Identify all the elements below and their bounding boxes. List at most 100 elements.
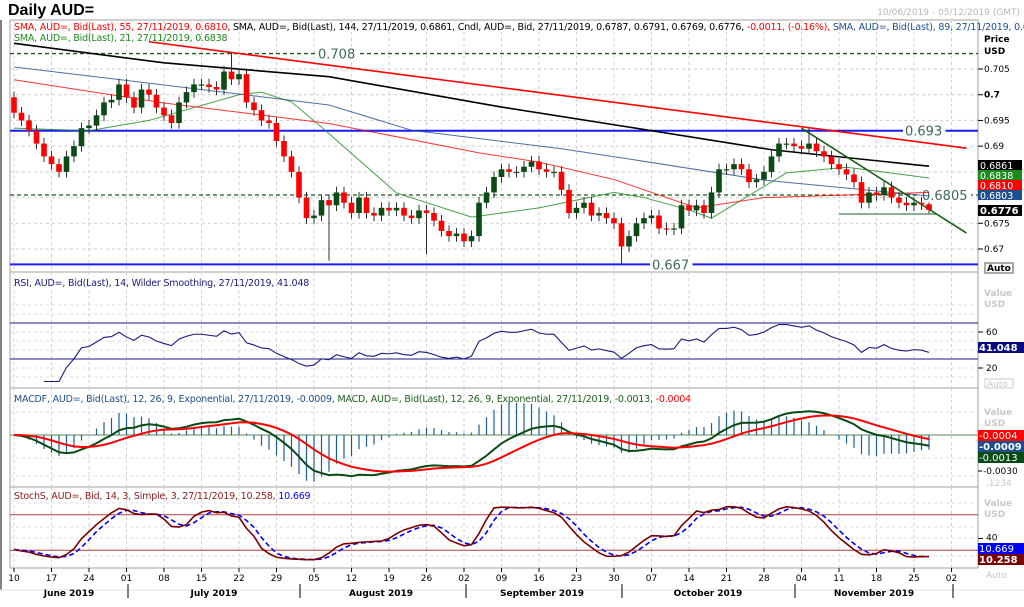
rsi-value-label: 41.048 <box>979 343 1018 354</box>
candle-body <box>56 164 62 172</box>
x-tick-label: 26 <box>421 574 433 584</box>
sma-value-label: 0.6810 <box>980 181 1013 192</box>
legend-macd-signal: -0.0004 <box>652 394 691 405</box>
auto-button[interactable] <box>984 262 1014 274</box>
candle-body <box>153 94 160 108</box>
month-label: September 2019 <box>500 589 584 599</box>
legend-macd: MACD, AUD=, Bid(Last), 12, 26, 9, Expone… <box>334 394 653 405</box>
macd-legend: MACDF, AUD=, Bid(Last), 12, 26, 9, Expon… <box>14 394 691 405</box>
candle-body <box>48 156 55 165</box>
x-tick-label: 25 <box>908 574 919 584</box>
x-tick-label: 11 <box>833 574 844 584</box>
x-tick-label: 24 <box>83 574 95 584</box>
candle-body <box>326 200 332 206</box>
candle-body <box>918 202 925 205</box>
x-tick-label: 14 <box>683 574 695 584</box>
candle-body <box>903 202 910 206</box>
legend-sma21: SMA, AUD=, Bid(Last), 21, 27/11/2019, 0.… <box>14 33 228 44</box>
candle-body <box>738 164 745 170</box>
candle-body <box>101 102 107 116</box>
candle-body <box>656 215 662 229</box>
macd-value-tag <box>978 430 1024 441</box>
rsi-tick-label: 60 <box>986 328 998 338</box>
macd-value-tag <box>978 452 1024 463</box>
candle-body <box>461 233 467 242</box>
candle-body <box>813 143 820 152</box>
candle-body <box>378 207 385 216</box>
candle-body <box>506 169 512 172</box>
legend-change: -0.0011, (-0.16%), <box>744 22 831 33</box>
sma-value-tag <box>978 160 1022 170</box>
candle-body <box>528 161 535 167</box>
x-tick-label: 18 <box>871 574 883 584</box>
sma-value-tag <box>978 190 1022 200</box>
candle-body <box>603 213 610 219</box>
panel-frame-1 <box>9 271 979 389</box>
candle-body <box>768 156 775 172</box>
candle-body <box>281 141 287 157</box>
candle-body <box>866 192 872 203</box>
macd-tick-label: -0.0030 <box>983 467 1018 477</box>
sma-value-tag <box>978 170 1022 180</box>
candle-body <box>161 107 167 116</box>
candle-body <box>693 205 700 211</box>
stoch-auto-label: Auto <box>986 571 1007 581</box>
candle-body <box>168 115 175 124</box>
legend-stoch-d: 10.669 <box>275 491 311 502</box>
price-axis-unit: USD <box>984 47 1005 57</box>
x-tick-label: 21 <box>721 574 732 584</box>
candle-body <box>896 197 902 203</box>
candle-body <box>566 189 572 214</box>
candle-body <box>926 204 932 210</box>
macd-axis-title: Value <box>984 408 1012 418</box>
macd-line <box>13 410 930 478</box>
x-tick-label: 16 <box>533 574 545 584</box>
candle-body <box>333 192 340 206</box>
price-legend-line-1: SMA, AUD=, Bid(Last), 55, 27/11/2019, 0.… <box>14 22 1024 33</box>
candle-body <box>716 169 722 193</box>
legend-sma89: SMA, AUD=, Bid(Last), 89, 27/11/2019, 0.… <box>832 22 1024 33</box>
candle-body <box>258 110 265 121</box>
candle-body <box>41 143 47 157</box>
candle-body <box>63 156 70 172</box>
chart-title: Daily AUD= <box>8 2 95 19</box>
candle-body <box>18 112 25 121</box>
price-tick-label: 0.705 <box>984 65 1010 75</box>
candle-body <box>228 71 235 80</box>
candle-body <box>266 120 272 124</box>
candle-body <box>416 210 422 219</box>
level-label-bg <box>920 188 971 203</box>
candle-body <box>686 205 692 211</box>
candle-body <box>626 236 632 247</box>
level-label-bg <box>316 46 359 61</box>
month-label: June 2019 <box>43 589 94 599</box>
stoch-value-tag <box>978 543 1024 554</box>
rsi-tick-label: 20 <box>986 364 998 374</box>
x-tick-label: 04 <box>796 574 808 584</box>
price-tick-label: 0.67 <box>984 245 1004 255</box>
x-tick-label: 30 <box>608 574 620 584</box>
sma-value-tag <box>978 180 1022 190</box>
candle-body <box>881 187 887 196</box>
x-tick-label: 23 <box>571 574 582 584</box>
level-label: 0.708 <box>318 48 355 63</box>
x-tick-label: 08 <box>158 574 170 584</box>
candle-body <box>183 92 190 103</box>
candle-body <box>678 205 685 229</box>
candle-body <box>311 215 317 219</box>
candle-body <box>753 179 760 183</box>
candle-body <box>483 192 490 203</box>
rsi-auto-button[interactable] <box>984 378 1014 389</box>
current-price-label: 0.6776 <box>980 206 1019 217</box>
level-label: 0.667 <box>652 258 689 273</box>
candle-body <box>633 223 640 237</box>
price-axis-title: Price <box>984 35 1010 45</box>
x-tick-label: 22 <box>233 574 244 584</box>
candle-body <box>423 210 430 214</box>
x-tick-label: 09 <box>496 574 508 584</box>
trendline-1 <box>801 127 967 234</box>
candle-body <box>363 197 370 214</box>
x-tick-label: 29 <box>271 574 283 584</box>
rsi-axis-title: Value <box>984 289 1012 299</box>
